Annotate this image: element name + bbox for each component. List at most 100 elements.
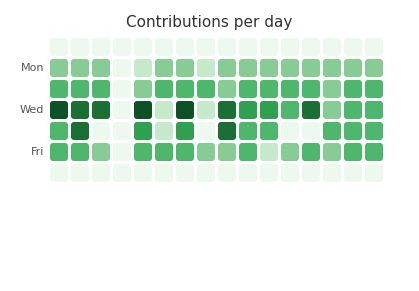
FancyBboxPatch shape (50, 164, 68, 182)
FancyBboxPatch shape (197, 143, 215, 161)
FancyBboxPatch shape (71, 101, 89, 119)
FancyBboxPatch shape (176, 80, 194, 98)
FancyBboxPatch shape (92, 80, 110, 98)
FancyBboxPatch shape (92, 122, 110, 140)
FancyBboxPatch shape (197, 80, 215, 98)
FancyBboxPatch shape (50, 59, 68, 77)
FancyBboxPatch shape (92, 59, 110, 77)
FancyBboxPatch shape (344, 122, 362, 140)
FancyBboxPatch shape (302, 164, 320, 182)
FancyBboxPatch shape (92, 143, 110, 161)
FancyBboxPatch shape (239, 59, 257, 77)
FancyBboxPatch shape (155, 164, 173, 182)
FancyBboxPatch shape (176, 164, 194, 182)
FancyBboxPatch shape (323, 38, 341, 56)
FancyBboxPatch shape (218, 122, 236, 140)
FancyBboxPatch shape (239, 122, 257, 140)
FancyBboxPatch shape (323, 59, 341, 77)
FancyBboxPatch shape (260, 38, 278, 56)
FancyBboxPatch shape (134, 164, 152, 182)
FancyBboxPatch shape (344, 59, 362, 77)
FancyBboxPatch shape (218, 38, 236, 56)
FancyBboxPatch shape (302, 38, 320, 56)
FancyBboxPatch shape (344, 38, 362, 56)
FancyBboxPatch shape (71, 164, 89, 182)
FancyBboxPatch shape (92, 164, 110, 182)
FancyBboxPatch shape (260, 122, 278, 140)
FancyBboxPatch shape (176, 38, 194, 56)
FancyBboxPatch shape (344, 164, 362, 182)
FancyBboxPatch shape (50, 80, 68, 98)
FancyBboxPatch shape (176, 101, 194, 119)
FancyBboxPatch shape (113, 143, 131, 161)
FancyBboxPatch shape (197, 101, 215, 119)
FancyBboxPatch shape (365, 38, 383, 56)
FancyBboxPatch shape (281, 80, 299, 98)
FancyBboxPatch shape (365, 122, 383, 140)
FancyBboxPatch shape (323, 143, 341, 161)
Text: Wed: Wed (20, 105, 44, 115)
FancyBboxPatch shape (365, 164, 383, 182)
FancyBboxPatch shape (50, 122, 68, 140)
FancyBboxPatch shape (218, 59, 236, 77)
FancyBboxPatch shape (365, 59, 383, 77)
FancyBboxPatch shape (197, 164, 215, 182)
FancyBboxPatch shape (134, 80, 152, 98)
FancyBboxPatch shape (134, 59, 152, 77)
FancyBboxPatch shape (365, 143, 383, 161)
FancyBboxPatch shape (323, 101, 341, 119)
FancyBboxPatch shape (113, 101, 131, 119)
FancyBboxPatch shape (365, 101, 383, 119)
FancyBboxPatch shape (323, 122, 341, 140)
Text: Mon: Mon (21, 63, 44, 73)
FancyBboxPatch shape (239, 143, 257, 161)
FancyBboxPatch shape (302, 59, 320, 77)
FancyBboxPatch shape (260, 143, 278, 161)
FancyBboxPatch shape (302, 143, 320, 161)
FancyBboxPatch shape (155, 143, 173, 161)
FancyBboxPatch shape (113, 122, 131, 140)
FancyBboxPatch shape (155, 38, 173, 56)
FancyBboxPatch shape (71, 38, 89, 56)
FancyBboxPatch shape (281, 38, 299, 56)
FancyBboxPatch shape (302, 101, 320, 119)
FancyBboxPatch shape (260, 101, 278, 119)
FancyBboxPatch shape (155, 59, 173, 77)
FancyBboxPatch shape (218, 101, 236, 119)
FancyBboxPatch shape (71, 143, 89, 161)
Text: Fri: Fri (31, 147, 44, 157)
FancyBboxPatch shape (71, 80, 89, 98)
FancyBboxPatch shape (92, 101, 110, 119)
FancyBboxPatch shape (260, 80, 278, 98)
FancyBboxPatch shape (113, 164, 131, 182)
FancyBboxPatch shape (92, 38, 110, 56)
FancyBboxPatch shape (239, 80, 257, 98)
FancyBboxPatch shape (344, 80, 362, 98)
FancyBboxPatch shape (218, 80, 236, 98)
FancyBboxPatch shape (197, 38, 215, 56)
FancyBboxPatch shape (71, 122, 89, 140)
FancyBboxPatch shape (113, 80, 131, 98)
FancyBboxPatch shape (281, 59, 299, 77)
FancyBboxPatch shape (239, 38, 257, 56)
FancyBboxPatch shape (344, 143, 362, 161)
FancyBboxPatch shape (323, 80, 341, 98)
FancyBboxPatch shape (155, 101, 173, 119)
Text: Contributions per day: Contributions per day (126, 15, 293, 29)
FancyBboxPatch shape (134, 143, 152, 161)
FancyBboxPatch shape (134, 38, 152, 56)
FancyBboxPatch shape (197, 122, 215, 140)
FancyBboxPatch shape (134, 101, 152, 119)
FancyBboxPatch shape (218, 164, 236, 182)
FancyBboxPatch shape (50, 101, 68, 119)
FancyBboxPatch shape (113, 38, 131, 56)
FancyBboxPatch shape (302, 80, 320, 98)
FancyBboxPatch shape (281, 122, 299, 140)
FancyBboxPatch shape (176, 143, 194, 161)
FancyBboxPatch shape (176, 122, 194, 140)
FancyBboxPatch shape (281, 164, 299, 182)
FancyBboxPatch shape (71, 59, 89, 77)
FancyBboxPatch shape (197, 59, 215, 77)
FancyBboxPatch shape (323, 164, 341, 182)
FancyBboxPatch shape (218, 143, 236, 161)
